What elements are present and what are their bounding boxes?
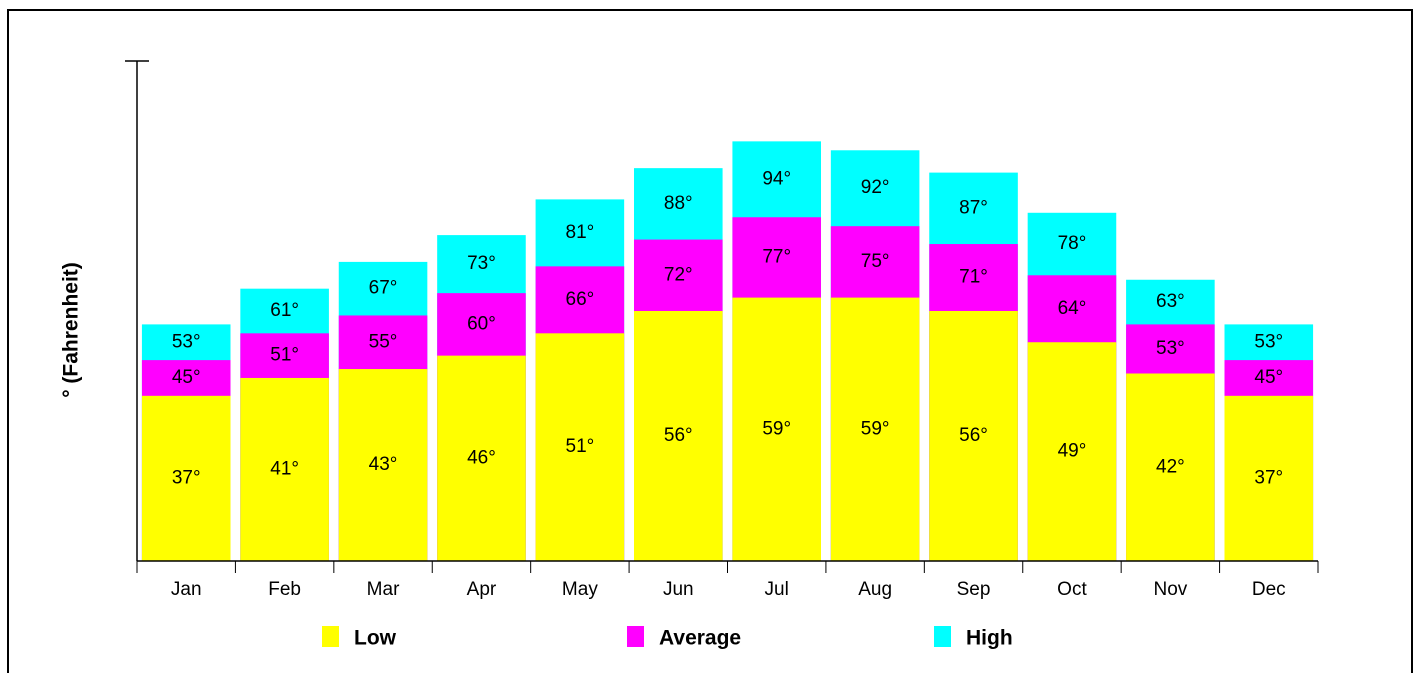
bar (634, 311, 723, 561)
legend-swatch (627, 626, 644, 647)
value-label: 46° (467, 447, 496, 468)
bar (240, 377, 329, 561)
bar (141, 395, 231, 561)
bar (830, 297, 920, 561)
value-label: 41° (270, 458, 299, 479)
x-tick-label: May (562, 579, 598, 600)
legend-label: Average (659, 627, 741, 650)
value-label: 61° (270, 300, 299, 321)
value-label: 53° (172, 331, 201, 352)
legend-swatch (934, 626, 951, 647)
frame (7, 9, 1413, 673)
value-label: 45° (172, 367, 201, 388)
value-label: 55° (369, 331, 398, 352)
x-tick-label: Nov (1153, 579, 1187, 600)
x-tick-label: Jul (765, 579, 789, 600)
value-label: 37° (172, 467, 201, 488)
value-label: 53° (1254, 331, 1283, 352)
bar (1027, 342, 1117, 561)
y-axis-title: ° (Fahrenheit) (60, 262, 83, 398)
value-label: 67° (369, 278, 398, 299)
bar (338, 369, 428, 561)
value-label: 75° (861, 251, 890, 272)
value-label: 56° (959, 425, 988, 446)
bar (732, 297, 821, 561)
value-label: 72° (664, 264, 693, 285)
value-label: 45° (1254, 367, 1283, 388)
value-label: 87° (959, 197, 988, 218)
value-label: 66° (566, 289, 595, 310)
value-label: 49° (1058, 441, 1087, 462)
value-label: 78° (1058, 233, 1087, 254)
value-label: 42° (1156, 456, 1185, 477)
bar (1224, 395, 1314, 561)
value-label: 77° (762, 246, 791, 267)
x-tick-label: Mar (367, 579, 400, 600)
bar (437, 355, 526, 561)
value-label: 88° (664, 193, 693, 214)
bar (929, 311, 1018, 561)
x-tick-label: Jan (171, 579, 202, 600)
value-label: 60° (467, 313, 496, 334)
x-tick-label: Oct (1057, 579, 1087, 600)
value-label: 73° (467, 253, 496, 274)
x-tick-label: Jun (663, 579, 694, 600)
value-label: 59° (762, 418, 791, 439)
x-tick-label: Sep (957, 579, 991, 600)
value-label: 43° (369, 454, 398, 475)
value-label: 71° (959, 267, 988, 288)
x-tick-label: Dec (1252, 579, 1286, 600)
bar (535, 333, 625, 561)
value-label: 94° (762, 168, 791, 189)
x-tick-label: Apr (467, 579, 497, 600)
value-label: 92° (861, 177, 890, 198)
value-label: 63° (1156, 291, 1185, 312)
legend-label: High (966, 627, 1013, 650)
value-label: 51° (566, 436, 595, 457)
bar (1126, 373, 1215, 561)
value-label: 56° (664, 425, 693, 446)
x-tick-label: Feb (268, 579, 301, 600)
legend-swatch (322, 626, 339, 647)
value-label: 51° (270, 345, 299, 366)
value-label: 59° (861, 418, 890, 439)
value-label: 53° (1156, 338, 1185, 359)
legend-label: Low (354, 627, 397, 650)
value-label: 64° (1058, 298, 1087, 319)
value-label: 81° (566, 222, 595, 243)
x-tick-label: Aug (858, 579, 892, 600)
value-label: 37° (1254, 467, 1283, 488)
